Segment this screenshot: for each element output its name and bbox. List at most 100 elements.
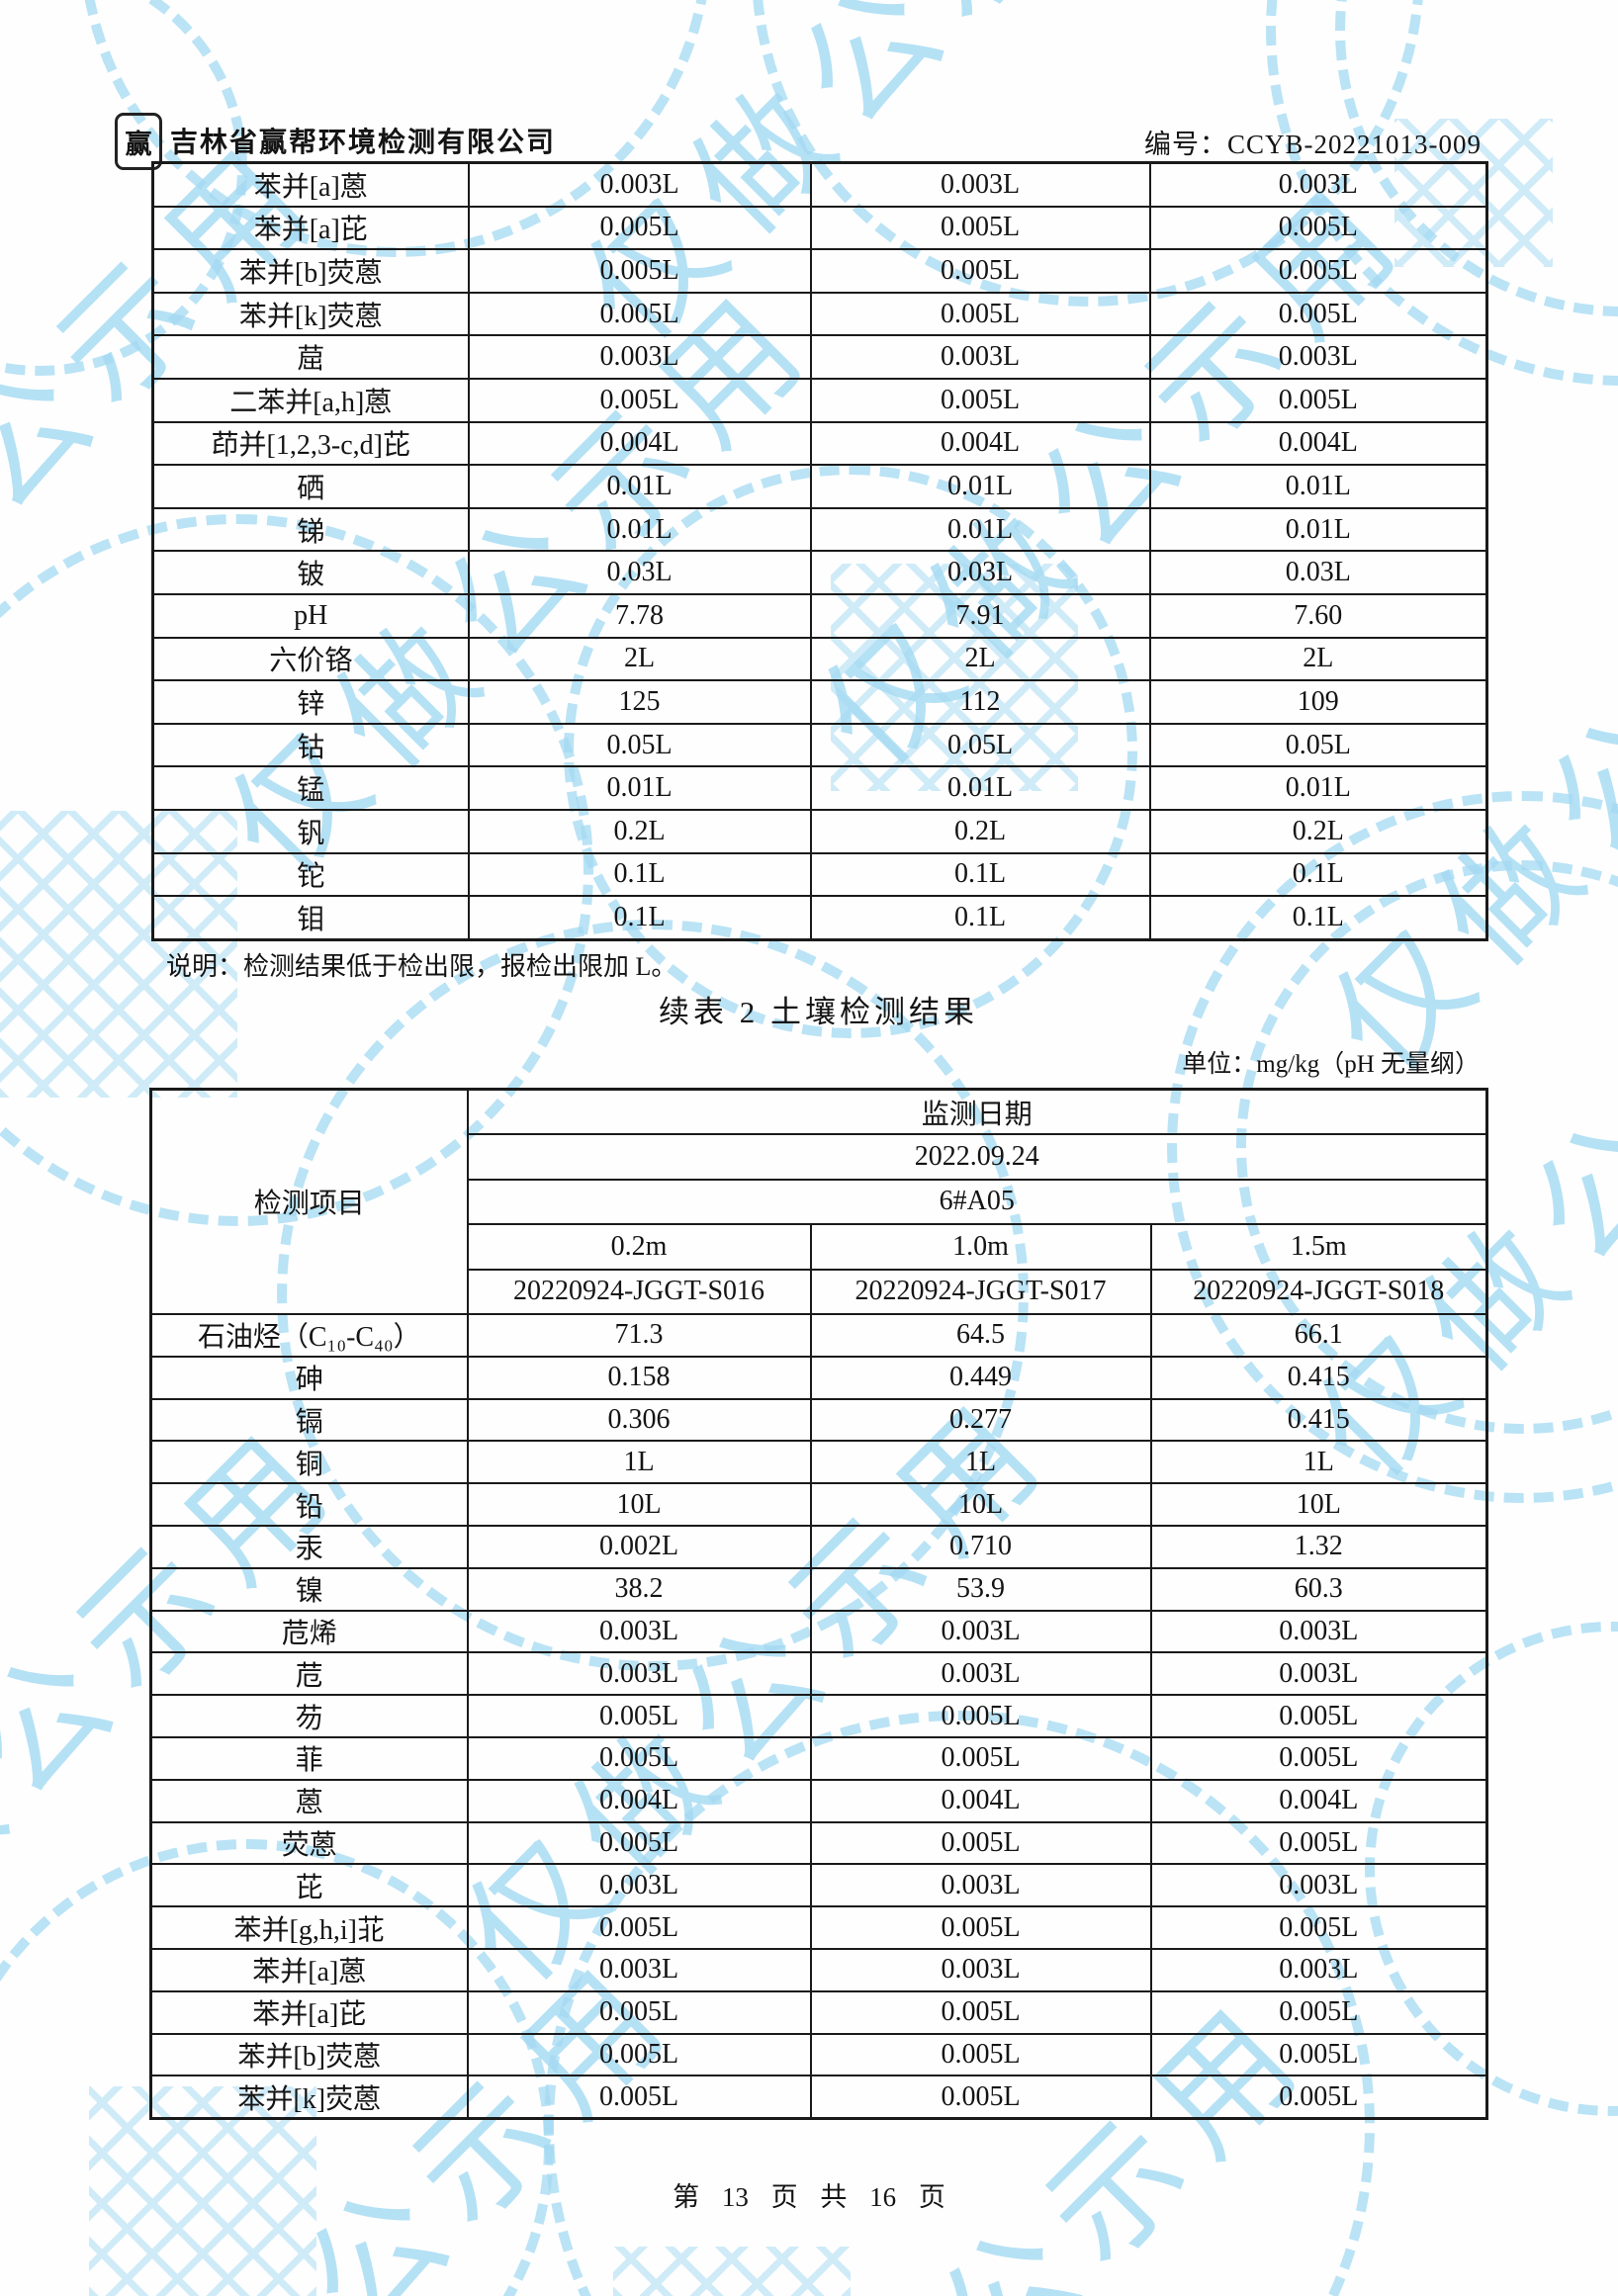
analyte-name-cell: 䓛 xyxy=(151,334,470,380)
result-value-cell: 10L xyxy=(1149,1482,1488,1527)
table-row: 镉 0.306 0.277 0.415 xyxy=(149,1397,1488,1443)
result-value-cell: 0.003L xyxy=(466,1651,812,1697)
result-value-cell: 0.01L xyxy=(809,765,1151,811)
table-row: 铍 0.03L 0.03L 0.03L xyxy=(151,550,1488,595)
analyte-name-cell: 硒 xyxy=(151,464,470,509)
report-number-label: 编号： xyxy=(1143,130,1227,159)
result-value-cell: 0.005L xyxy=(809,1989,1152,2035)
result-value-cell: 0.01L xyxy=(1148,765,1488,811)
result-value-cell: 0.005L xyxy=(1148,248,1488,294)
table1-body: 苯并[a]蒽 0.003L 0.003L 0.003L 苯并[a]芘 0.005L 0.00… xyxy=(151,161,1488,941)
result-value-cell: 0.1L xyxy=(1148,851,1488,898)
result-value-cell: 0.01L xyxy=(467,506,812,553)
result-value-cell: 0.1L xyxy=(809,895,1151,941)
result-value-cell: 66.1 xyxy=(1149,1312,1488,1358)
table-row: 铜 1L 1L 1L xyxy=(149,1440,1488,1485)
result-value-cell: 0.2L xyxy=(467,808,812,854)
result-value-cell: 0.01L xyxy=(1148,464,1488,509)
result-value-cell: 0.710 xyxy=(809,1524,1152,1569)
table-row: 钴 0.05L 0.05L 0.05L xyxy=(151,722,1488,768)
analyte-name-cell: 六价铬 xyxy=(151,636,470,682)
result-value-cell: 1L xyxy=(1149,1440,1488,1485)
detection-limit-note: 说明：检测结果低于检出限，报检出限加 L。 xyxy=(166,952,677,981)
result-value-cell: 0.003L xyxy=(466,1609,812,1654)
unit-note: 单位：mg/kg（pH 无量纲） xyxy=(1182,1051,1480,1078)
result-value-cell: 0.03L xyxy=(1148,550,1488,595)
table2-header: 检测项目 监测日期 2022.09.24 6#A05 0.2m 1.0m 1.5… xyxy=(149,1088,1488,1315)
result-value-cell: 2L xyxy=(809,636,1151,682)
report-number-value: CCYB-20221013-009 xyxy=(1226,130,1482,159)
table-row: 苯并[k]荧蒽 0.005L 0.005L 0.005L xyxy=(149,2075,1488,2120)
result-value-cell: 0.005L xyxy=(467,205,812,251)
result-value-cell: 0.005L xyxy=(809,248,1151,294)
table-row: 苯并[a]芘 0.005L 0.005L 0.005L xyxy=(151,205,1488,251)
analyte-name-cell: 苯并[b]荧蒽 xyxy=(149,2032,469,2077)
table-row: 䓛 0.003L 0.003L 0.003L xyxy=(151,334,1488,380)
table-row: 菲 0.005L 0.005L 0.005L xyxy=(149,1735,1488,1781)
result-value-cell: 0.005L xyxy=(467,377,812,423)
result-value-cell: 71.3 xyxy=(466,1312,812,1358)
result-value-cell: 7.78 xyxy=(467,592,812,639)
analyte-name-cell: 汞 xyxy=(149,1524,469,1569)
result-value-cell: 60.3 xyxy=(1149,1566,1488,1612)
table-row: 苯并[g,h,i]苝 0.005L 0.005L 0.005L xyxy=(149,1905,1488,1950)
analyte-name-cell: 苊烯 xyxy=(149,1609,469,1654)
table-row: 芴 0.005L 0.005L 0.005L xyxy=(149,1694,1488,1738)
analyte-name-cell: 锰 xyxy=(151,765,470,811)
table-row: 二苯并[a,h]蒽 0.005L 0.005L 0.005L xyxy=(151,377,1488,423)
result-value-cell: 0.005L xyxy=(466,1694,812,1738)
result-value-cell: 0.05L xyxy=(467,722,812,768)
result-value-cell: 0.004L xyxy=(467,420,812,467)
table-row: 蒽 0.004L 0.004L 0.004L xyxy=(149,1778,1488,1823)
result-value-cell: 0.004L xyxy=(466,1778,812,1823)
result-value-cell: 7.91 xyxy=(809,592,1151,639)
table-row: 苯并[b]荧蒽 0.005L 0.005L 0.005L xyxy=(149,2032,1488,2077)
result-value-cell: 1L xyxy=(809,1440,1152,1485)
depth-header: 1.5m xyxy=(1149,1223,1488,1271)
result-value-cell: 0.03L xyxy=(467,550,812,595)
table-row: 苊 0.003L 0.003L 0.003L xyxy=(149,1651,1488,1697)
table-row: 6#A05 xyxy=(151,1178,1488,1226)
result-value-cell: 0.003L xyxy=(809,334,1151,380)
result-value-cell: 0.005L xyxy=(1149,2075,1488,2120)
table-row: 苯并[a]蒽 0.003L 0.003L 0.003L xyxy=(149,1947,1488,1992)
result-value-cell: 0.003L xyxy=(809,161,1151,208)
table-row: 铊 0.1L 0.1L 0.1L xyxy=(151,851,1488,898)
result-value-cell: 0.002L xyxy=(466,1524,812,1569)
result-value-cell: 7.60 xyxy=(1148,592,1488,639)
analyte-name-cell: 苯并[a]蒽 xyxy=(151,161,470,208)
analyte-name-cell: 荧蒽 xyxy=(149,1820,469,1866)
table-row: 苯并[b]荧蒽 0.005L 0.005L 0.005L xyxy=(151,248,1488,294)
analyte-name-cell: 石油烃（C₁₀-C₄₀） xyxy=(149,1312,469,1358)
result-value-cell: 0.005L xyxy=(809,205,1151,251)
table-row: 茚并[1,2,3-c,d]芘 0.004L 0.004L 0.004L xyxy=(151,420,1488,467)
result-value-cell: 0.1L xyxy=(1148,895,1488,941)
analyte-name-cell: 苯并[b]荧蒽 xyxy=(151,248,470,294)
result-value-cell: 125 xyxy=(467,679,812,725)
table-row: 汞 0.002L 0.710 1.32 xyxy=(149,1524,1488,1569)
result-value-cell: 0.003L xyxy=(467,161,812,208)
result-value-cell: 0.005L xyxy=(1149,1905,1488,1950)
analyte-name-cell: 钒 xyxy=(151,808,470,854)
result-value-cell: 0.005L xyxy=(809,2075,1152,2120)
analyte-name-cell: 镉 xyxy=(149,1397,469,1443)
analyte-name-cell: 钼 xyxy=(151,895,470,941)
table-row: 钒 0.2L 0.2L 0.2L xyxy=(151,808,1488,854)
analyte-name-cell: 苯并[a]蒽 xyxy=(149,1947,469,1992)
table-row: 石油烃（C₁₀-C₄₀） 71.3 64.5 66.1 xyxy=(149,1312,1488,1358)
result-value-cell: 0.2L xyxy=(809,808,1151,854)
result-value-cell: 10L xyxy=(466,1482,812,1527)
result-value-cell: 0.005L xyxy=(1148,291,1488,337)
result-value-cell: 0.003L xyxy=(1149,1863,1488,1908)
result-value-cell: 0.004L xyxy=(1148,420,1488,467)
table2-body: 石油烃（C₁₀-C₄₀） 71.3 64.5 66.1 砷 0.158 0.449 0.415… xyxy=(149,1312,1488,2120)
result-value-cell: 0.003L xyxy=(809,1651,1152,1697)
monitor-date-label: 监测日期 xyxy=(466,1088,1488,1136)
table-row: 0.2m 1.0m 1.5m xyxy=(151,1223,1488,1271)
table-row: 苊烯 0.003L 0.003L 0.003L xyxy=(149,1609,1488,1654)
analyte-name-cell: 蒽 xyxy=(149,1778,469,1823)
table-row: 20220924-JGGT-S016 20220924-JGGT-S017 20… xyxy=(151,1268,1488,1315)
depth-header: 0.2m xyxy=(466,1223,812,1271)
